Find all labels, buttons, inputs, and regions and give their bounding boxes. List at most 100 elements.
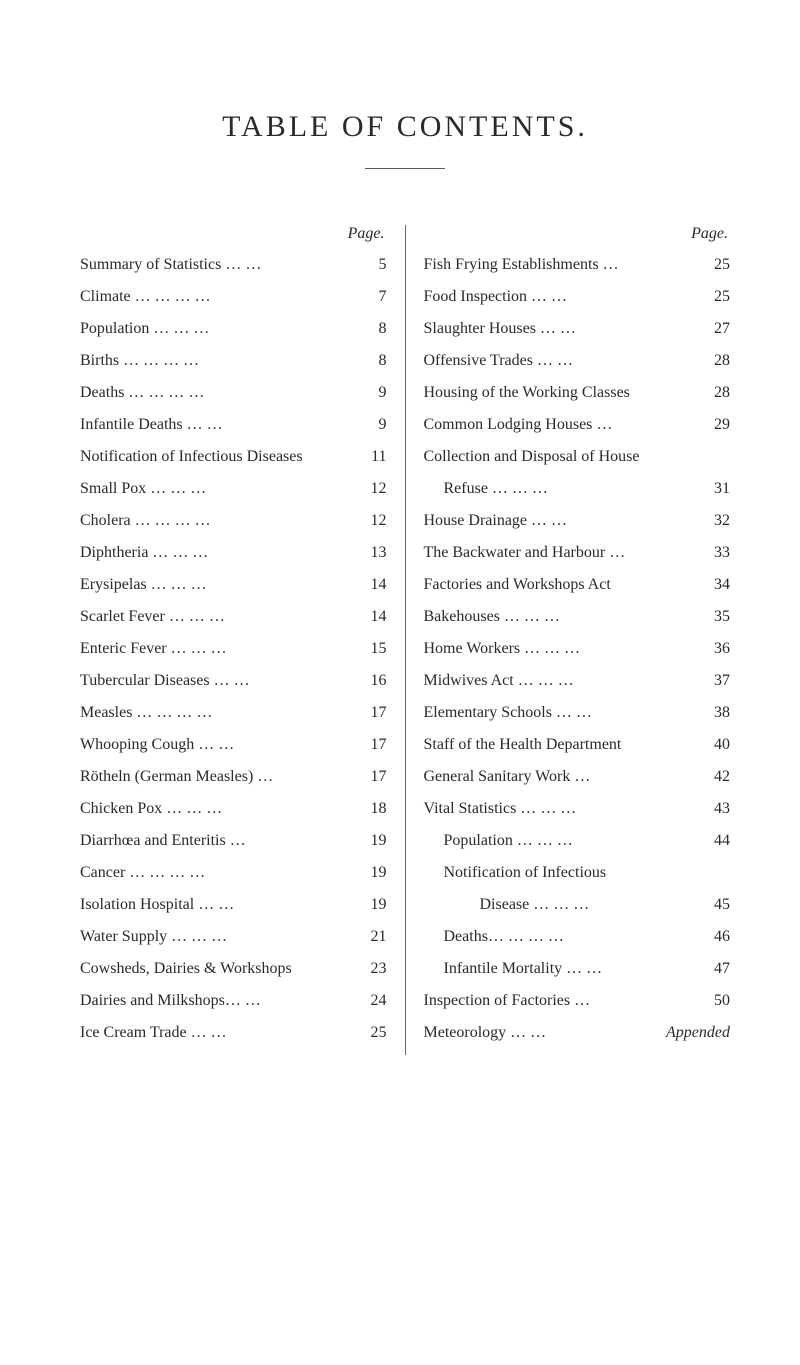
toc-entry-label: Scarlet Fever … … … — [80, 607, 359, 627]
toc-entry: Fish Frying Establishments …25 — [424, 255, 731, 275]
toc-entry-page: 19 — [359, 895, 387, 915]
toc-entry: Infantile Mortality … …47 — [424, 959, 731, 979]
toc-entry-label: Refuse … … … — [424, 479, 703, 499]
toc-entry-label: Bakehouses … … … — [424, 607, 703, 627]
toc-entry-page: 21 — [359, 927, 387, 947]
toc-entry: Slaughter Houses … …27 — [424, 319, 731, 339]
toc-entry: Food Inspection … …25 — [424, 287, 731, 307]
toc-entry: Common Lodging Houses …29 — [424, 415, 731, 435]
toc-entry-page: 13 — [359, 543, 387, 563]
toc-entry: Cowsheds, Dairies & Workshops23 — [80, 959, 387, 979]
toc-right-column: Page. Fish Frying Establishments …25Food… — [406, 225, 731, 1055]
toc-entry-page: 19 — [359, 863, 387, 883]
toc-entry-page: 12 — [359, 479, 387, 499]
toc-entry-label: Staff of the Health Department — [424, 735, 703, 755]
toc-entry: Births … … … …8 — [80, 351, 387, 371]
toc-entry: Population … … …44 — [424, 831, 731, 851]
toc-entry: Ice Cream Trade … …25 — [80, 1023, 387, 1043]
toc-entry-label: Water Supply … … … — [80, 927, 359, 947]
toc-entry-page: 23 — [359, 959, 387, 979]
toc-entry-page: 8 — [359, 319, 387, 339]
toc-entry-label: Enteric Fever … … … — [80, 639, 359, 659]
toc-entry: Notification of Infectious — [424, 863, 731, 883]
toc-entry: Staff of the Health Department40 — [424, 735, 731, 755]
toc-entry-label: Vital Statistics … … … — [424, 799, 703, 819]
toc-entry: Erysipelas … … …14 — [80, 575, 387, 595]
toc-entry-page: 16 — [359, 671, 387, 691]
toc-entry-label: Slaughter Houses … … — [424, 319, 703, 339]
toc-entry-page: 38 — [702, 703, 730, 723]
toc-entry: Small Pox … … …12 — [80, 479, 387, 499]
toc-entry: Disease … … …45 — [424, 895, 731, 915]
toc-entry-label: Home Workers … … … — [424, 639, 703, 659]
toc-entry-page: 9 — [359, 383, 387, 403]
toc-entry-page: 45 — [702, 895, 730, 915]
toc-entry-label: Small Pox … … … — [80, 479, 359, 499]
toc-entry-label: Climate … … … … — [80, 287, 359, 307]
toc-entry-page: 28 — [702, 351, 730, 371]
toc-entry-label: Notification of Infectious Diseases — [80, 447, 359, 467]
toc-entry-label: Population … … … — [80, 319, 359, 339]
toc-entry-label: Summary of Statistics … … — [80, 255, 359, 275]
toc-entry-page: 14 — [359, 575, 387, 595]
toc-entry: Water Supply … … …21 — [80, 927, 387, 947]
toc-entry-label: Diphtheria … … … — [80, 543, 359, 563]
toc-entry-page: 8 — [359, 351, 387, 371]
toc-entry: Measles … … … …17 — [80, 703, 387, 723]
toc-entry-page: 7 — [359, 287, 387, 307]
toc-left-column: Page. Summary of Statistics … …5Climate … — [80, 225, 406, 1055]
toc-entry-label: Food Inspection … … — [424, 287, 703, 307]
toc-entry: Isolation Hospital … …19 — [80, 895, 387, 915]
toc-entry: Climate … … … …7 — [80, 287, 387, 307]
toc-entry-page: 18 — [359, 799, 387, 819]
toc-entry-page: 15 — [359, 639, 387, 659]
right-entries-container: Fish Frying Establishments …25 Food Inspe… — [424, 255, 731, 1043]
toc-entry-label: Dairies and Milkshops… … — [80, 991, 359, 1011]
toc-entry-label: Infantile Mortality … … — [424, 959, 703, 979]
toc-entry: Housing of the Working Classes28 — [424, 383, 731, 403]
toc-entry-page: 50 — [702, 991, 730, 1011]
toc-entry-label: Midwives Act … … … — [424, 671, 703, 691]
toc-entry: Midwives Act … … …37 — [424, 671, 731, 691]
toc-entry-label: Tubercular Diseases … … — [80, 671, 359, 691]
toc-entry: Tubercular Diseases … …16 — [80, 671, 387, 691]
toc-entry-label: Cholera … … … … — [80, 511, 359, 531]
toc-entry-label: Housing of the Working Classes — [424, 383, 703, 403]
toc-entry-label: Cowsheds, Dairies & Workshops — [80, 959, 359, 979]
toc-entry-page: 17 — [359, 735, 387, 755]
toc-entry-label: Notification of Infectious — [424, 863, 703, 883]
toc-entry: Notification of Infectious Diseases11 — [80, 447, 387, 467]
toc-entry-page: 31 — [702, 479, 730, 499]
toc-entry-label: Meteorology … … — [424, 1023, 667, 1043]
toc-entry: Refuse … … …31 — [424, 479, 731, 499]
toc-entry-label: Measles … … … … — [80, 703, 359, 723]
toc-entry: Inspection of Factories …50 — [424, 991, 731, 1011]
toc-entry-page: 12 — [359, 511, 387, 531]
toc-entry-page: 24 — [359, 991, 387, 1011]
toc-entry-page: 33 — [702, 543, 730, 563]
toc-entry: Cancer … … … …19 — [80, 863, 387, 883]
toc-entry-page: 36 — [702, 639, 730, 659]
toc-entry-label: Fish Frying Establishments … — [424, 255, 703, 275]
toc-entry-page: 43 — [702, 799, 730, 819]
toc-entry-page: 17 — [359, 767, 387, 787]
left-entries-container: Summary of Statistics … …5Climate … … … … — [80, 255, 387, 1043]
toc-entry: Scarlet Fever … … …14 — [80, 607, 387, 627]
toc-entry: Diphtheria … … …13 — [80, 543, 387, 563]
toc-entry-label: Cancer … … … … — [80, 863, 359, 883]
toc-entry-page: 32 — [702, 511, 730, 531]
toc-entry-page: 42 — [702, 767, 730, 787]
toc-entry-page: 17 — [359, 703, 387, 723]
toc-entry-page: 5 — [359, 255, 387, 275]
toc-entry: Chicken Pox … … …18 — [80, 799, 387, 819]
toc-entry-label: Population … … … — [424, 831, 703, 851]
toc-entry: The Backwater and Harbour …33 — [424, 543, 731, 563]
toc-entry-label: General Sanitary Work … — [424, 767, 703, 787]
toc-entry-label: Elementary Schools … … — [424, 703, 703, 723]
toc-entry: Bakehouses … … …35 — [424, 607, 731, 627]
toc-entry-label: Offensive Trades … … — [424, 351, 703, 371]
toc-entry-page: 28 — [702, 383, 730, 403]
toc-entry: Infantile Deaths … …9 — [80, 415, 387, 435]
toc-entry: Enteric Fever … … …15 — [80, 639, 387, 659]
toc-entry: Elementary Schools … …38 — [424, 703, 731, 723]
